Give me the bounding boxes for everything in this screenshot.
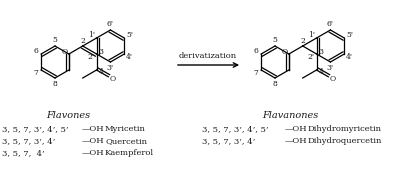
Text: 4: 4 <box>98 68 103 76</box>
Text: Flavones: Flavones <box>46 110 90 120</box>
Text: 2': 2' <box>308 53 315 61</box>
Text: 3': 3' <box>107 64 114 72</box>
Text: 8: 8 <box>272 80 278 88</box>
Text: —OH: —OH <box>285 125 308 133</box>
Text: 3: 3 <box>318 47 323 55</box>
Text: 3': 3' <box>327 64 334 72</box>
Text: 4': 4' <box>126 53 133 61</box>
Text: 1': 1' <box>308 31 315 39</box>
Text: 2: 2 <box>80 37 85 45</box>
Text: Quercetin: Quercetin <box>105 137 147 145</box>
Text: O: O <box>110 75 116 83</box>
Text: 2': 2' <box>88 53 95 61</box>
Text: Dihydroquercetin: Dihydroquercetin <box>308 137 382 145</box>
Text: 4: 4 <box>318 68 323 76</box>
Text: —OH: —OH <box>82 149 105 157</box>
Text: 3, 5, 7, 3’, 4’: 3, 5, 7, 3’, 4’ <box>202 137 255 145</box>
Text: 5: 5 <box>52 36 58 44</box>
Text: 7: 7 <box>34 69 39 77</box>
Text: 7: 7 <box>254 69 259 77</box>
Text: 3: 3 <box>98 47 103 55</box>
Text: 4': 4' <box>346 53 353 61</box>
Text: 6: 6 <box>34 47 39 55</box>
Text: O: O <box>282 47 288 55</box>
Text: derivatization: derivatization <box>179 52 237 60</box>
Text: 5: 5 <box>272 36 278 44</box>
Text: 3, 5, 7, 3’, 4’, 5’: 3, 5, 7, 3’, 4’, 5’ <box>202 125 268 133</box>
Text: O: O <box>62 47 68 55</box>
Text: 6': 6' <box>327 20 334 28</box>
Text: Flavanones: Flavanones <box>262 110 318 120</box>
Text: 6': 6' <box>107 20 114 28</box>
Text: O: O <box>330 75 336 83</box>
Text: —OH: —OH <box>285 137 308 145</box>
Text: —OH: —OH <box>82 125 105 133</box>
Text: 3, 5, 7, 3’, 4’, 5’: 3, 5, 7, 3’, 4’, 5’ <box>2 125 68 133</box>
Text: 5': 5' <box>346 31 353 39</box>
Text: 2: 2 <box>300 37 305 45</box>
Text: 3, 5, 7,  4’: 3, 5, 7, 4’ <box>2 149 45 157</box>
Text: —OH: —OH <box>82 137 105 145</box>
Text: 3, 5, 7, 3’, 4’: 3, 5, 7, 3’, 4’ <box>2 137 55 145</box>
Text: Dihydromyricetin: Dihydromyricetin <box>308 125 382 133</box>
Text: Myricetin: Myricetin <box>105 125 146 133</box>
Text: 6: 6 <box>254 47 259 55</box>
Text: 8: 8 <box>52 80 58 88</box>
Text: Kaempferol: Kaempferol <box>105 149 154 157</box>
Text: 1': 1' <box>88 31 95 39</box>
Text: 5': 5' <box>126 31 133 39</box>
